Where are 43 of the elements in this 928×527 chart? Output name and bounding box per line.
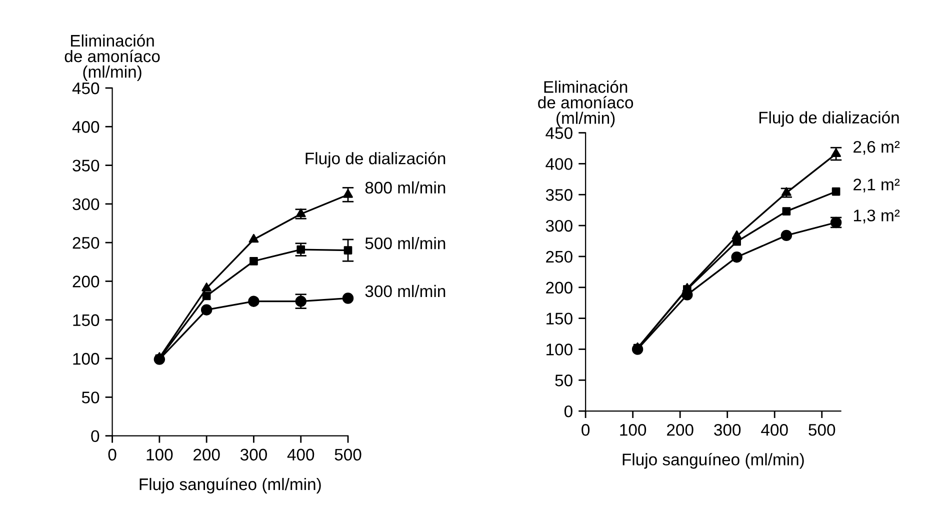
x-tick-label: 200 bbox=[194, 448, 220, 461]
x-tick-label: 100 bbox=[146, 448, 173, 461]
x-tick-label: 400 bbox=[287, 448, 314, 461]
x-tick-label: 0 bbox=[108, 448, 116, 461]
x-axis-title: Flujo sanguíneo (ml/min) bbox=[622, 452, 804, 469]
legend-title: Flujo de dialización bbox=[759, 111, 899, 127]
y-axis-title: Eliminación de amoníaco (ml/min) bbox=[538, 80, 634, 128]
x-tick-label: 400 bbox=[761, 424, 788, 436]
series-label: 2,1 m² bbox=[854, 178, 900, 192]
legend-title: Flujo de dialización bbox=[306, 152, 446, 168]
x-tick-label: 200 bbox=[667, 424, 694, 436]
y-tick-label: 100 bbox=[546, 344, 572, 356]
x-tick-label: 500 bbox=[808, 424, 836, 436]
x-tick-label: 500 bbox=[334, 448, 362, 461]
x-tick-label: 300 bbox=[240, 448, 267, 461]
y-tick-label: 150 bbox=[546, 312, 572, 325]
x-tick-label: 100 bbox=[620, 424, 646, 436]
y-tick-label: 300 bbox=[72, 198, 100, 210]
y-tick-label: 350 bbox=[546, 189, 572, 201]
y-tick-label: 450 bbox=[72, 82, 100, 94]
series-label: 800 ml/min bbox=[365, 181, 446, 194]
y-tick-label: 450 bbox=[546, 127, 572, 140]
x-tick-label: 300 bbox=[714, 424, 741, 436]
y-axis-title: Eliminación de amoníaco (ml/min) bbox=[64, 34, 160, 82]
y-tick-label: 100 bbox=[73, 352, 100, 365]
y-tick-label: 0 bbox=[564, 405, 572, 418]
y-tick-label: 350 bbox=[72, 160, 100, 172]
y-tick-label: 50 bbox=[555, 374, 572, 386]
y-tick-label: 250 bbox=[72, 236, 100, 249]
y-tick-label: 200 bbox=[72, 276, 100, 288]
y-tick-label: 200 bbox=[546, 282, 572, 294]
y-tick-label: 400 bbox=[72, 121, 100, 133]
y-tick-label: 300 bbox=[546, 220, 572, 232]
series-label: 2,6 m² bbox=[854, 140, 900, 155]
y-tick-label: 250 bbox=[546, 250, 572, 263]
y-tick-label: 50 bbox=[82, 392, 100, 404]
y-tick-label: 400 bbox=[546, 158, 572, 170]
series-label: 300 ml/min bbox=[365, 284, 446, 298]
series-label: 500 ml/min bbox=[365, 237, 446, 250]
x-axis-title: Flujo sanguíneo (ml/min) bbox=[140, 478, 321, 494]
y-tick-label: 150 bbox=[73, 314, 100, 326]
x-tick-label: 0 bbox=[582, 424, 590, 436]
series-label: 1,3 m² bbox=[854, 210, 900, 224]
